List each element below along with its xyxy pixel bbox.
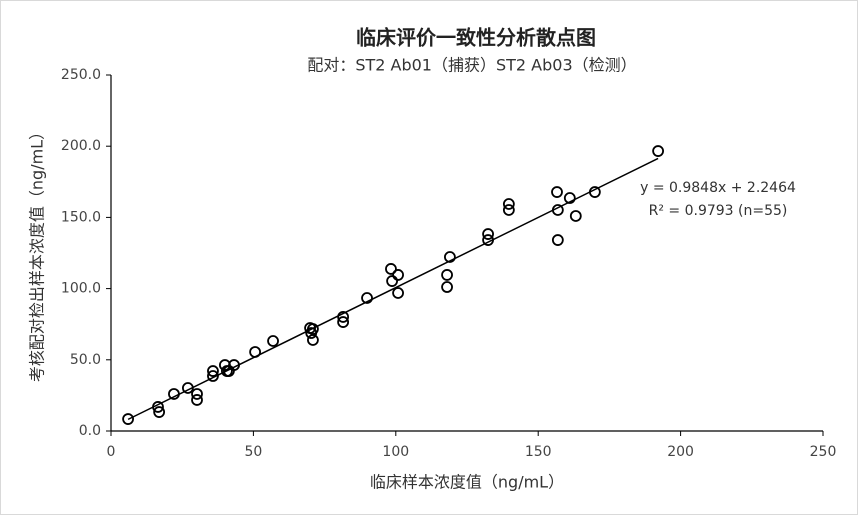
x-tick-label: 200: [667, 444, 694, 460]
x-tick-label: 0: [107, 444, 116, 460]
data-point: [569, 210, 582, 222]
x-tick-label: 100: [382, 444, 409, 460]
data-point: [563, 192, 576, 204]
data-point: [386, 275, 398, 287]
data-point: [385, 263, 397, 275]
data-point: [152, 401, 164, 413]
data-point: [207, 365, 219, 377]
chart-subtitle: 配对：ST2 Ab01（捕获）ST2 Ab03（检测）: [307, 56, 636, 75]
chart-title: 临床评价一致性分析散点图: [356, 26, 596, 50]
data-point: [551, 234, 564, 246]
data-point: [168, 388, 180, 400]
y-tick-label: 100.0: [61, 281, 101, 297]
x-tick-label: 50: [244, 444, 262, 460]
data-point: [482, 234, 494, 246]
y-tick-label: 200.0: [61, 138, 101, 154]
data-point: [441, 269, 453, 281]
y-tick-label: 250.0: [61, 67, 101, 83]
data-point: [207, 370, 219, 382]
data-point: [392, 287, 404, 299]
data-point: [444, 251, 456, 263]
data-point: [307, 334, 319, 346]
data-point: [191, 388, 203, 400]
trendline-equation: y = 0.9848x + 2.2464: [640, 180, 796, 196]
data-point: [249, 346, 262, 358]
data-point: [441, 281, 453, 293]
x-tick-label: 150: [525, 444, 552, 460]
data-point: [337, 311, 350, 323]
x-axis-label: 临床样本浓度值（ng/mL）: [370, 473, 564, 492]
data-point: [307, 323, 319, 335]
data-point: [551, 186, 563, 198]
data-point: [392, 269, 404, 281]
data-point: [267, 335, 279, 347]
y-tick-label: 50.0: [70, 352, 101, 368]
trendline: [127, 157, 659, 421]
y-axis-label: 考核配对检出样本浓度值（ng/mL）: [28, 124, 47, 382]
data-point: [482, 228, 494, 240]
data-point: [588, 186, 601, 198]
data-point: [181, 382, 194, 394]
data-point: [551, 204, 564, 216]
data-point: [652, 145, 665, 157]
x-tick-label: 250: [810, 444, 837, 460]
y-tick-label: 0.0: [79, 423, 101, 439]
data-point: [153, 406, 166, 418]
data-point: [502, 198, 515, 210]
data-point: [228, 359, 240, 371]
y-tick-label: 150.0: [61, 209, 101, 225]
data-point: [122, 413, 134, 425]
data-point: [337, 316, 350, 328]
data-point: [191, 394, 203, 406]
data-point: [361, 292, 373, 304]
r-squared: R² = 0.9793 (n=55): [649, 203, 788, 219]
data-point: [502, 204, 515, 216]
